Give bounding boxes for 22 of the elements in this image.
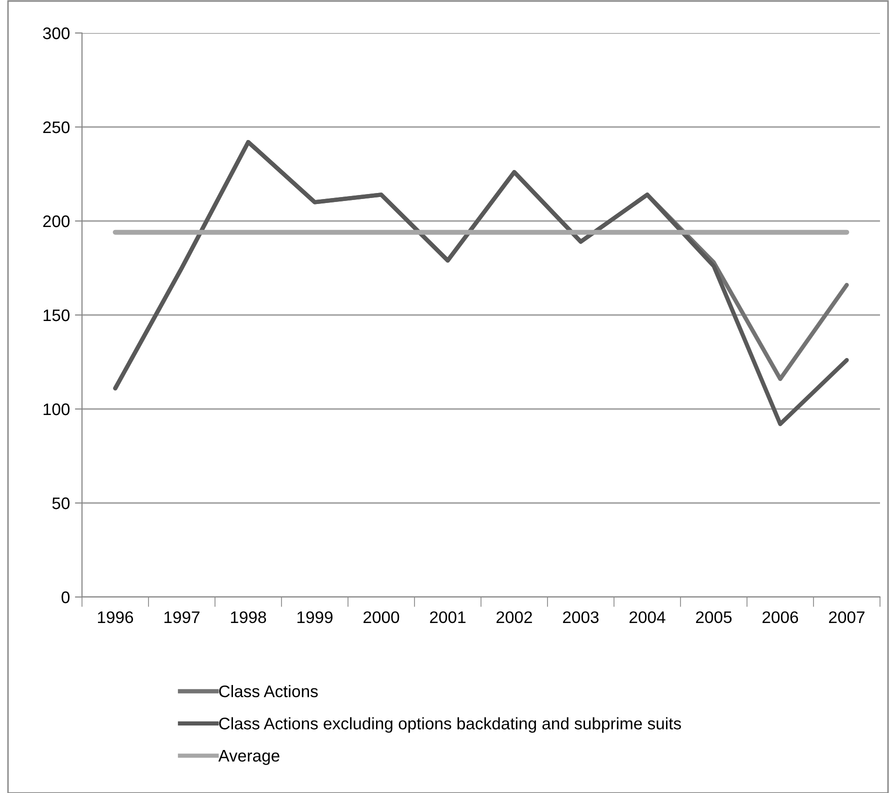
- x-tick-label: 2004: [630, 611, 666, 624]
- legend-label: Average: [218, 750, 280, 765]
- legend-label: Class Actions: [219, 685, 318, 698]
- legend-label: Class Actions excluding options backdating and subprime suits: [219, 717, 681, 733]
- x-tick-label: 1996: [98, 611, 134, 624]
- x-tick-label: 2003: [563, 611, 599, 624]
- y-tick-label: 50: [52, 497, 70, 510]
- y-tick-label: 200: [43, 215, 70, 228]
- x-tick-label: 2002: [496, 611, 532, 624]
- x-tick-label: 2006: [762, 611, 798, 624]
- y-tick-label: 150: [44, 309, 70, 322]
- y-tick-label: 0: [62, 591, 70, 604]
- x-tick-label: 2005: [696, 611, 732, 624]
- x-tick-label: 2007: [829, 611, 864, 624]
- x-tick-label: 1998: [230, 611, 266, 624]
- y-tick-label: 300: [43, 27, 70, 40]
- x-tick-label: 1997: [164, 611, 200, 624]
- x-tick-label: 2001: [430, 611, 466, 624]
- x-tick-label: 1999: [297, 611, 332, 624]
- y-tick-label: 100: [44, 403, 70, 416]
- x-tick-label: 2000: [364, 611, 400, 624]
- y-tick-label: 250: [43, 121, 70, 134]
